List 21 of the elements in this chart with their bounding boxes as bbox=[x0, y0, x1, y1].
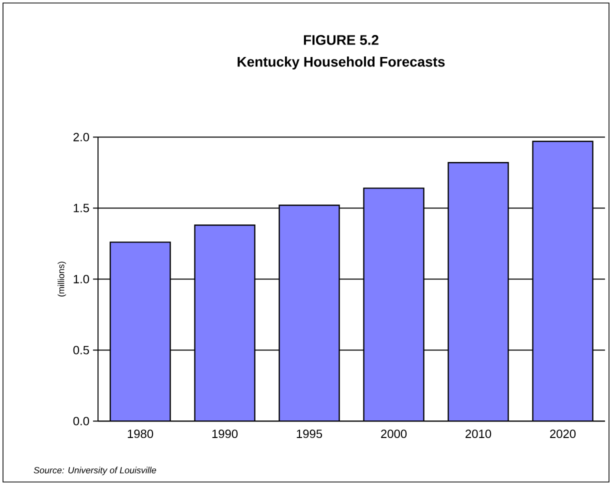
x-tick-label: 2000 bbox=[381, 430, 407, 438]
source-note: Source: University of Louisville bbox=[34, 466, 156, 476]
x-tick-label: 1980 bbox=[128, 430, 154, 438]
x-tick-label: 2020 bbox=[550, 430, 576, 438]
bar bbox=[448, 162, 508, 422]
y-tick-label: 1.5 bbox=[74, 204, 89, 212]
bar bbox=[194, 225, 255, 422]
bar bbox=[364, 188, 424, 422]
y-tick-label: 1.0 bbox=[74, 274, 90, 284]
y-tick-label: 0.0 bbox=[73, 416, 90, 426]
chart-subtitle: Kentucky Household Forecasts bbox=[238, 56, 445, 70]
x-tick-label: 1995 bbox=[296, 430, 322, 438]
y-tick-label: 0.5 bbox=[73, 346, 89, 354]
x-tick-label: 1990 bbox=[212, 430, 238, 438]
bar bbox=[532, 140, 594, 422]
bar bbox=[279, 205, 340, 422]
y-axis-title: (millions) bbox=[58, 262, 66, 296]
y-tick-label: 2.0 bbox=[73, 132, 90, 142]
bar bbox=[110, 242, 170, 422]
chart-title: FIGURE 5.2 bbox=[304, 35, 378, 45]
x-tick-label: 2010 bbox=[466, 430, 492, 438]
